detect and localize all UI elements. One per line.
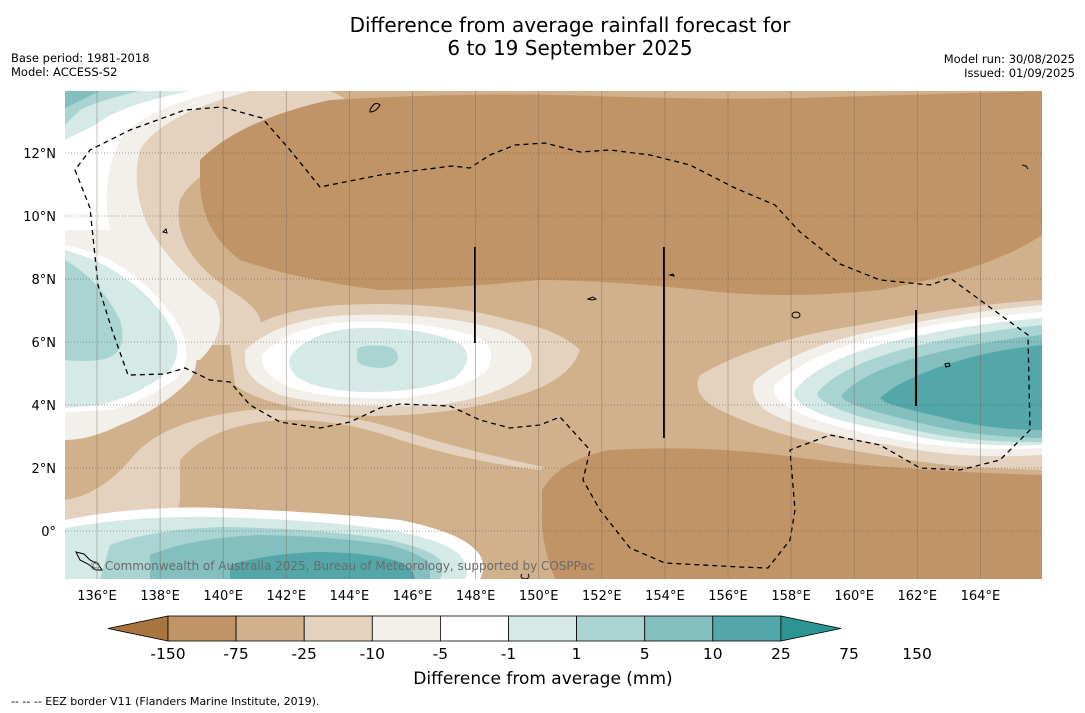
copyright-notice: © Commonwealth of Australia 2025, Bureau…	[89, 559, 594, 573]
dry-core-north-minus25	[200, 91, 1042, 295]
lat-tick-label: 6°N	[32, 336, 57, 351]
colorbar-segment	[576, 615, 646, 642]
model-name: Model: ACCESS-S2	[11, 65, 118, 79]
colorbar-tick-label: -150	[150, 645, 185, 663]
colorbar-segment	[712, 615, 782, 642]
band-minus1-nw	[65, 91, 220, 230]
lon-tick-label: 140°E	[203, 589, 243, 604]
rainfall-anomaly-field	[65, 91, 1042, 579]
colorbar-tick-label: -10	[360, 645, 385, 663]
eez-border-dashed	[74, 106, 1031, 569]
island	[668, 273, 675, 277]
island-outlines	[75, 102, 1029, 579]
lat-tick-label: 0°	[41, 525, 56, 540]
lat-tick-label: 4°N	[32, 399, 57, 414]
island	[162, 228, 168, 234]
colorbar-segment	[235, 615, 305, 642]
colorbar-tick-label: 5	[640, 645, 650, 663]
colorbar-extend-high	[780, 615, 841, 642]
colorbar-tick-label: 1	[572, 645, 582, 663]
island	[369, 102, 381, 113]
legend-title: Difference from average (mm)	[413, 669, 672, 689]
colorbar-extend-low	[107, 615, 169, 642]
colorbar-segment	[371, 615, 441, 642]
lon-tick-label: 160°E	[834, 589, 874, 604]
lon-tick-label: 138°E	[140, 589, 180, 604]
model-run: Model run: 30/08/2025	[943, 52, 1075, 66]
lon-tick-label: 142°E	[267, 589, 307, 604]
colorbar-tick-label: 25	[771, 645, 791, 663]
lon-tick-label: 154°E	[645, 589, 685, 604]
band-plus5-nw	[65, 91, 140, 125]
band-plus5-west	[65, 260, 123, 361]
lon-tick-label: 144°E	[330, 589, 370, 604]
band-plus5-central	[357, 345, 398, 368]
colorbar-tick-label: -25	[292, 645, 317, 663]
title-line-2: 6 to 19 September 2025	[447, 36, 693, 60]
lat-tick-label: 8°N	[32, 273, 57, 288]
band-plus1-nw	[65, 91, 190, 140]
lon-tick-label: 164°E	[961, 589, 1001, 604]
map-title: Difference from average rainfall forecas…	[0, 14, 1085, 60]
colorbar-segment	[439, 615, 509, 642]
colorbar-tick-label: -1	[501, 645, 516, 663]
lon-tick-label: 156°E	[708, 589, 748, 604]
island	[1021, 164, 1029, 170]
lat-tick-label: 12°N	[23, 147, 56, 162]
meta-right: Model run: 30/08/2025 Issued: 01/09/2025	[944, 52, 1075, 80]
colorbar-segment	[644, 615, 714, 642]
lat-tick-label: 10°N	[23, 210, 56, 225]
lon-tick-label: 136°E	[77, 589, 117, 604]
colorbar-tick-label: 75	[839, 645, 859, 663]
colorbar-segment	[508, 615, 577, 642]
title-line-1: Difference from average rainfall forecas…	[349, 13, 791, 37]
meta-left: Base period: 1981-2018 Model: ACCESS-S2	[11, 51, 150, 79]
colorbar-tick-label: 150	[902, 645, 932, 663]
colorbar-tick-label: -5	[433, 645, 448, 663]
lon-tick-label: 146°E	[393, 589, 433, 604]
colorbar-tick-label: 10	[703, 645, 723, 663]
latitude-labels: 12°N 10°N 8°N 6°N 4°N 2°N 0°	[23, 147, 56, 540]
colorbar-legend: -150 -75 -25 -10 -5 -1 1 5 10 25 75 150	[107, 615, 932, 663]
dry-core-south-minus25	[541, 448, 1042, 579]
colorbar-tick-label: -75	[223, 645, 248, 663]
longitude-labels: 136°E 138°E 140°E 142°E 144°E 146°E 148°E 150°E…	[77, 589, 1000, 604]
lon-tick-label: 152°E	[582, 589, 622, 604]
graticule	[65, 91, 1042, 579]
lon-tick-label: 150°E	[519, 589, 559, 604]
lon-tick-label: 158°E	[771, 589, 811, 604]
colorbar-segment	[167, 615, 237, 642]
lon-tick-label: 162°E	[898, 589, 938, 604]
colorbar-segment	[303, 615, 373, 642]
band-plus25-east	[880, 345, 1042, 430]
issued-date: Issued: 01/09/2025	[964, 66, 1075, 80]
band-plus10-nw	[65, 91, 100, 108]
band-plus25-sw	[230, 552, 415, 579]
island	[520, 573, 530, 579]
island	[75, 551, 103, 571]
eez-footnote: -- -- -- EEZ border V11 (Flanders Marine…	[11, 695, 320, 708]
island	[791, 311, 801, 319]
island	[944, 362, 951, 368]
lon-tick-label: 148°E	[456, 589, 496, 604]
base-period: Base period: 1981-2018	[11, 51, 150, 65]
lat-tick-label: 2°N	[32, 462, 57, 477]
island	[586, 296, 598, 301]
